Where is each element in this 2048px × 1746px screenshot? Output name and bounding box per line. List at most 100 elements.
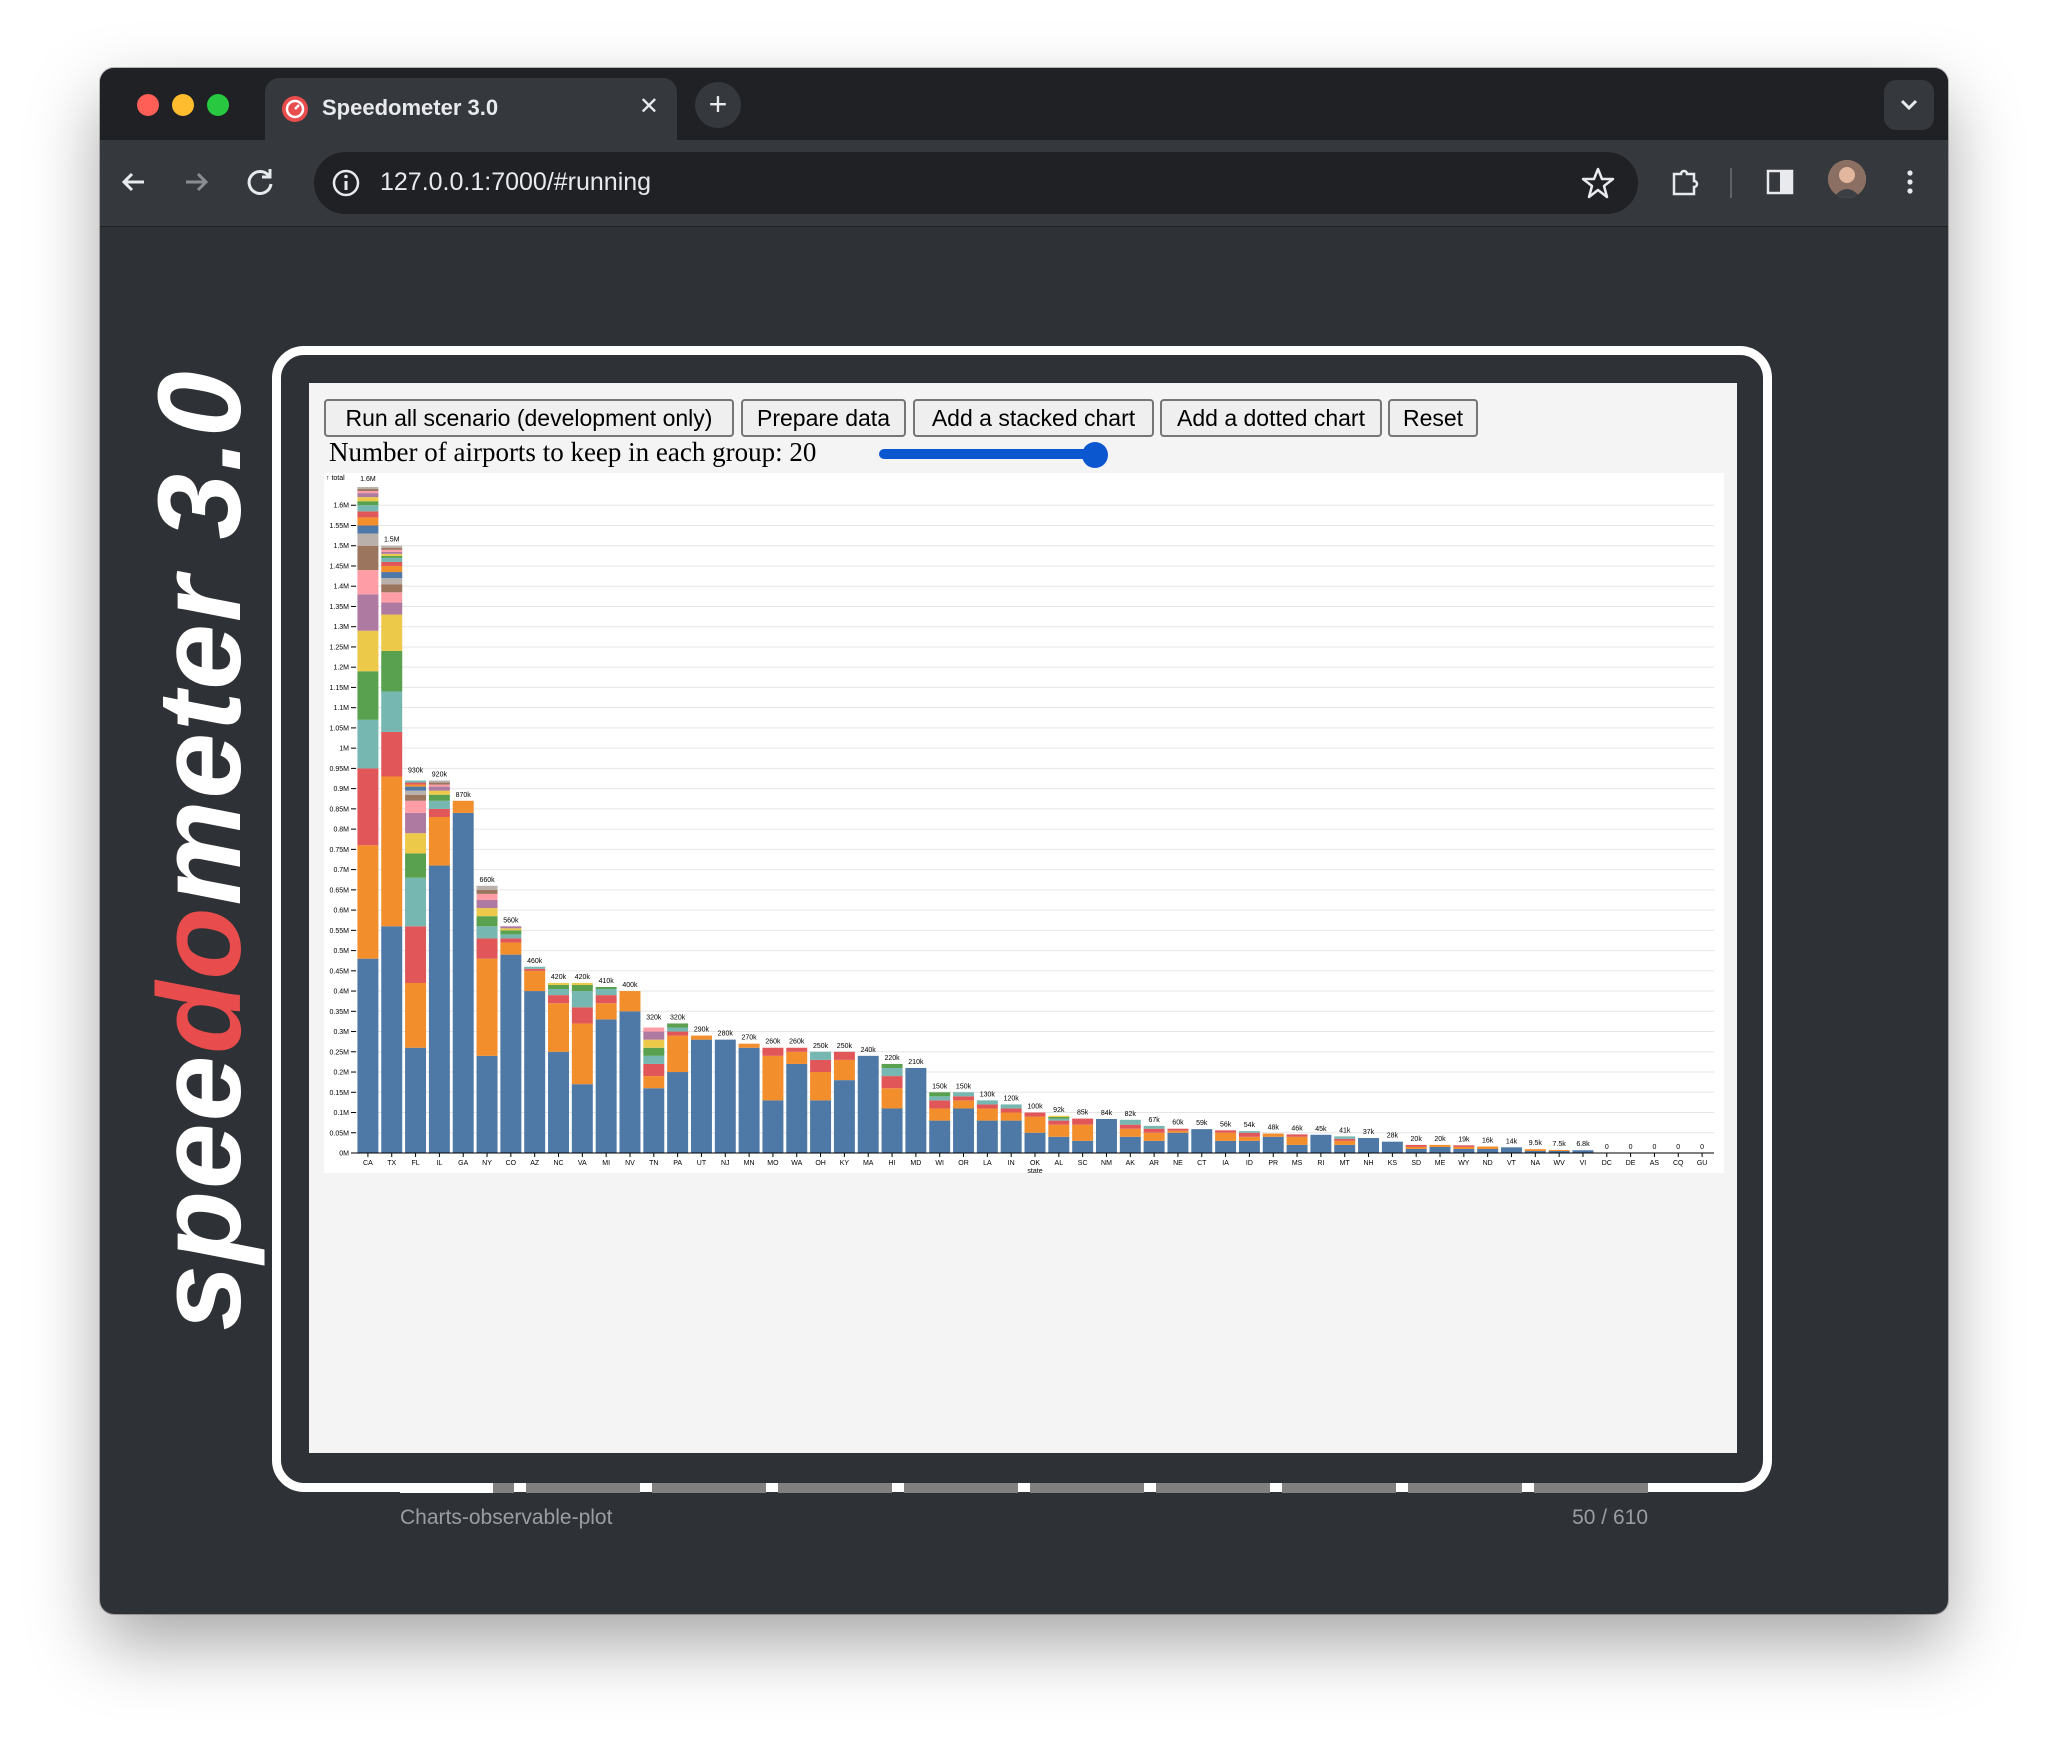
bar-value-label: 460k — [527, 958, 543, 965]
x-tick-label: KS — [1388, 1160, 1398, 1167]
bookmark-star-icon[interactable] — [1580, 165, 1616, 201]
airports-slider-track[interactable] — [879, 449, 1099, 459]
bar-segment — [428, 782, 450, 785]
bar-segment — [381, 691, 403, 732]
bar-segment — [1477, 1146, 1499, 1149]
profile-avatar[interactable] — [1828, 160, 1866, 198]
prepare-data-button[interactable]: Prepare data — [741, 399, 906, 437]
y-tick-label: 0.5M — [333, 948, 349, 955]
bar-segment — [476, 916, 498, 927]
close-window-button[interactable] — [137, 94, 159, 116]
x-tick-label: ID — [1246, 1160, 1253, 1167]
bar-segment — [881, 1108, 903, 1153]
bar-value-label: 240k — [861, 1047, 877, 1054]
bar-segment — [881, 1088, 903, 1109]
new-tab-button[interactable]: + — [695, 82, 741, 128]
address-bar[interactable]: 127.0.0.1:7000/#running — [314, 152, 1638, 214]
bar-segment — [1119, 1128, 1141, 1137]
bar-segment — [1143, 1128, 1165, 1133]
back-icon[interactable] — [114, 162, 154, 202]
bar-segment — [643, 1055, 665, 1064]
y-tick-label: 0.35M — [330, 1009, 350, 1016]
bar-value-label: 320k — [670, 1014, 686, 1021]
bar-segment — [1453, 1146, 1475, 1149]
progress-segment — [652, 1483, 766, 1493]
bar-segment — [476, 908, 498, 917]
bar-segment — [357, 570, 379, 595]
bar-segment — [1048, 1124, 1070, 1137]
bar-segment — [500, 954, 522, 1153]
bar-segment — [667, 1035, 689, 1073]
bar-segment — [476, 893, 498, 900]
run-all-button[interactable]: Run all scenario (development only) — [324, 399, 734, 437]
bar-segment — [643, 1047, 665, 1056]
y-tick-label: 1M — [339, 746, 349, 753]
bar-segment — [929, 1108, 951, 1121]
bar-segment — [1143, 1132, 1165, 1141]
bar-segment — [762, 1100, 784, 1153]
bar-segment — [548, 984, 569, 990]
progress-bar — [400, 1483, 1648, 1493]
tab-list-button[interactable] — [1884, 80, 1934, 130]
more-menu-icon[interactable] — [1890, 162, 1930, 202]
bar-segment — [405, 833, 427, 854]
x-tick-label: MT — [1340, 1160, 1351, 1167]
x-tick-label: DC — [1602, 1160, 1612, 1167]
add-stacked-chart-button[interactable]: Add a stacked chart — [913, 399, 1154, 437]
bar-segment — [881, 1063, 903, 1068]
bar-segment — [357, 511, 379, 518]
forward-icon[interactable] — [176, 162, 216, 202]
x-tick-label: TN — [649, 1160, 658, 1167]
chart-svg: 0M 0.05M 0.1M 0.15M 0.2M 0.25M 0.3M 0.35M 0.4M 0.… — [326, 475, 1714, 1175]
bar-segment — [1000, 1120, 1022, 1153]
url-text[interactable]: 127.0.0.1:7000/#running — [380, 168, 652, 196]
bar-segment — [405, 790, 427, 795]
airports-slider-thumb[interactable] — [1082, 442, 1108, 468]
bar-segment — [643, 1063, 665, 1077]
tab-close-icon[interactable]: ✕ — [638, 93, 659, 120]
site-info-icon[interactable] — [328, 165, 364, 201]
add-dotted-chart-button[interactable]: Add a dotted chart — [1160, 399, 1382, 437]
bar-segment — [881, 1067, 903, 1077]
bar-segment — [1477, 1148, 1499, 1153]
bar-segment — [833, 1080, 855, 1153]
bar-segment — [1048, 1120, 1070, 1125]
bar-value-label: 290k — [694, 1027, 710, 1034]
bar-value-label: 100k — [1027, 1104, 1043, 1111]
bar-segment — [810, 1100, 832, 1153]
bar-segment — [738, 1043, 760, 1048]
bar-segment — [500, 942, 522, 955]
zoom-window-button[interactable] — [207, 94, 229, 116]
bar-value-label: 59k — [1196, 1120, 1208, 1127]
bar-segment — [1453, 1148, 1475, 1153]
bar-segment — [405, 786, 427, 791]
bar-segment — [619, 991, 641, 1012]
bar-segment — [381, 602, 403, 615]
y-tick-label: 0.8M — [333, 827, 349, 834]
bar-segment — [1215, 1130, 1237, 1133]
x-tick-label: AR — [1149, 1160, 1159, 1167]
y-tick-label: 0.85M — [330, 806, 350, 813]
reset-button[interactable]: Reset — [1388, 399, 1478, 437]
y-tick-label: 1.5M — [333, 543, 349, 550]
bar-value-label: 82k — [1125, 1111, 1137, 1118]
y-tick-label: 1.45M — [330, 563, 350, 570]
reload-icon[interactable] — [240, 162, 280, 202]
tab-speedometer[interactable]: Speedometer 3.0 ✕ — [265, 78, 677, 140]
bar-value-label: 920k — [432, 772, 448, 779]
bar-segment — [571, 1084, 593, 1153]
y-tick-label: 1.35M — [330, 604, 350, 611]
minimize-window-button[interactable] — [172, 94, 194, 116]
bar-value-label: 48k — [1268, 1125, 1280, 1132]
speedometer-logo: speedometer 3.0 — [134, 350, 266, 1350]
bar-segment — [929, 1100, 951, 1109]
bar-segment — [929, 1120, 951, 1153]
extensions-icon[interactable] — [1664, 162, 1704, 202]
bar-segment — [381, 926, 403, 1153]
x-tick-label: GU — [1697, 1160, 1708, 1167]
x-tick-label: AL — [1055, 1160, 1064, 1167]
bar-segment — [476, 926, 498, 939]
side-panel-icon[interactable] — [1760, 162, 1800, 202]
bar-segment — [428, 790, 450, 795]
bar-segment — [571, 982, 593, 985]
